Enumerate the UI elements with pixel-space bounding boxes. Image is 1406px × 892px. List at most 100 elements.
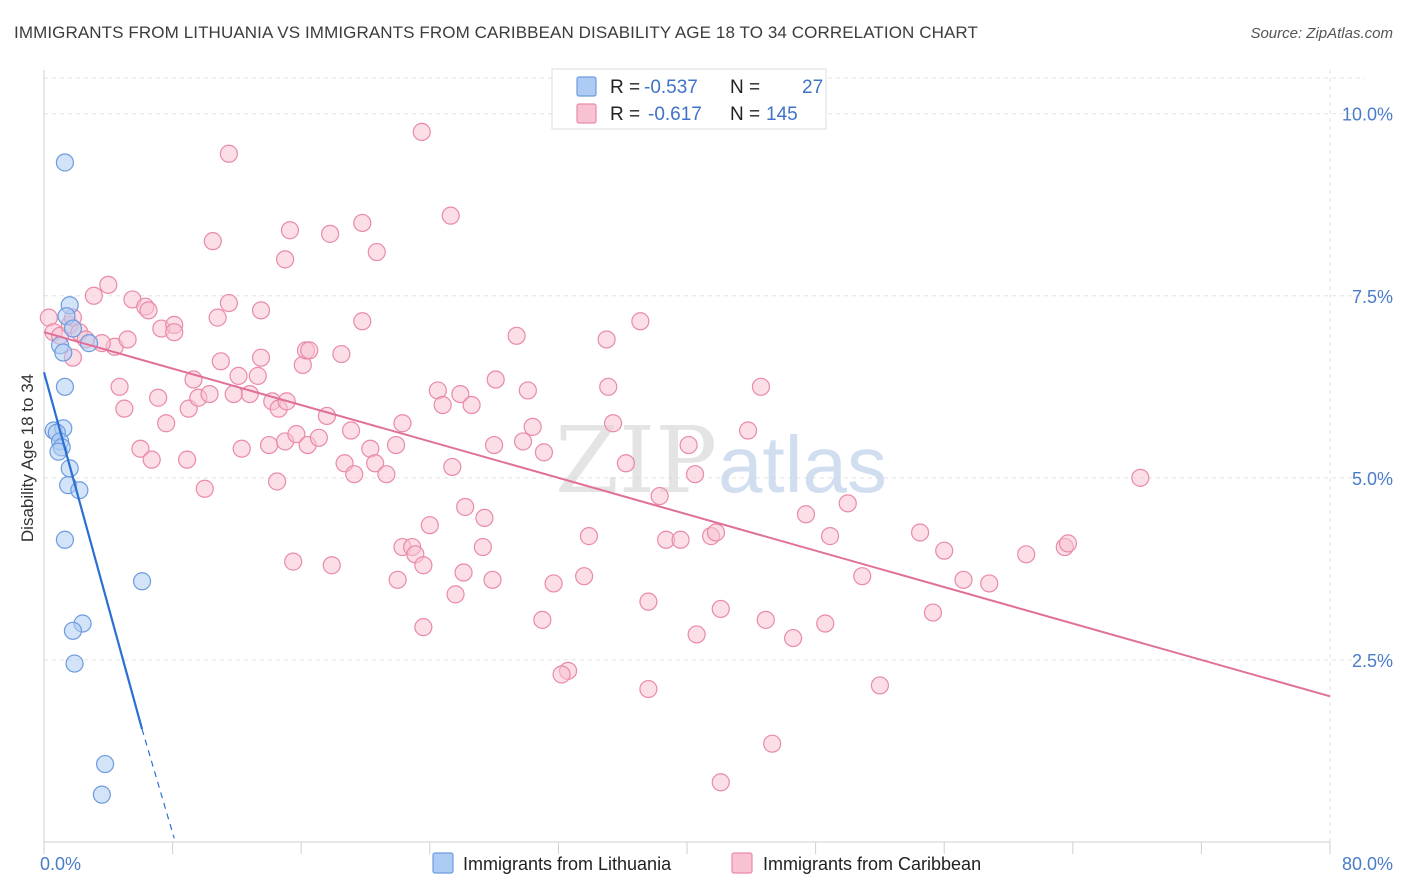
caribbean-point-104 — [631, 312, 650, 331]
caribbean-point-86 — [485, 435, 504, 455]
caribbean-point-138 — [353, 213, 372, 233]
caribbean-point-39 — [232, 439, 251, 458]
caribbean-point-41 — [177, 450, 197, 469]
caribbean-point-85 — [475, 508, 494, 528]
caribbean-point-107 — [671, 530, 690, 549]
series-legend-label-lithuania: Immigrants from Lithuania — [463, 854, 672, 874]
x-tick-labels: 0.0% 80.0% — [40, 854, 1393, 874]
caribbean-point-75 — [433, 395, 452, 415]
stats-n-label-1: N = — [730, 77, 760, 98]
caribbean-point-142 — [251, 301, 271, 320]
caribbean-point-96 — [575, 567, 594, 586]
caribbean-point-114 — [711, 773, 730, 792]
stats-r-label-2: R = — [610, 104, 640, 125]
caribbean-point-123 — [838, 494, 857, 513]
caribbean-point-57 — [332, 344, 351, 364]
caribbean-point-117 — [756, 610, 775, 629]
stats-r-value-1: -0.537 — [644, 77, 698, 98]
lithuania-point-16 — [70, 481, 89, 500]
lithuania-trend-line — [42, 371, 144, 730]
caribbean-point-28 — [203, 232, 222, 251]
caribbean-point-76 — [443, 457, 462, 477]
lithuania-trend-line-extension — [141, 728, 175, 839]
caribbean-point-103 — [639, 679, 658, 699]
caribbean-point-81 — [462, 395, 481, 415]
caribbean-point-125 — [870, 676, 890, 695]
caribbean-point-126 — [910, 523, 930, 542]
caribbean-point-61 — [353, 312, 372, 331]
caribbean-point-63 — [366, 454, 385, 473]
y-tick-label-1: 5.0% — [1352, 469, 1393, 489]
y-tick-labels: 2.5% 5.0% 7.5% 10.0% — [1342, 105, 1393, 671]
caribbean-point-140 — [276, 250, 295, 269]
caribbean-point-38 — [267, 472, 287, 491]
stats-r-value-2: -0.617 — [648, 104, 702, 125]
caribbean-point-34 — [251, 348, 271, 367]
caribbean-point-110 — [687, 625, 706, 644]
caribbean-point-100 — [599, 377, 618, 396]
caribbean-point-97 — [579, 527, 599, 546]
caribbean-point-98 — [597, 330, 616, 349]
caribbean-point-48 — [284, 552, 303, 571]
caribbean-point-92 — [533, 610, 552, 629]
caribbean-point-78 — [454, 563, 473, 582]
caribbean-point-29 — [219, 293, 238, 313]
caribbean-point-90 — [513, 432, 533, 451]
lithuania-point-18 — [132, 572, 152, 591]
series-legend-swatch-caribbean — [731, 852, 753, 874]
caribbean-point-131 — [1017, 545, 1036, 564]
caribbean-point-26 — [200, 384, 219, 404]
caribbean-point-59 — [341, 421, 361, 440]
caribbean-point-109 — [685, 465, 705, 484]
caribbean-point-124 — [853, 567, 872, 586]
caribbean-point-116 — [751, 377, 771, 396]
caribbean-point-33 — [248, 366, 267, 385]
caribbean-point-83 — [486, 370, 505, 389]
caribbean-point-113 — [711, 599, 730, 619]
x-tick-label-1: 80.0% — [1342, 854, 1393, 874]
caribbean-point-99 — [603, 414, 623, 433]
stats-n-value-2: 145 — [766, 104, 798, 125]
caribbean-point-56 — [322, 556, 341, 575]
watermark-zip: ZIP — [555, 407, 717, 514]
caribbean-point-21 — [149, 388, 168, 407]
caribbean-point-122 — [820, 527, 840, 546]
chart-title: IMMIGRANTS FROM LITHUANIA VS IMMIGRANTS … — [14, 23, 978, 42]
lithuania-point-6 — [54, 343, 73, 362]
lithuania-point-22 — [95, 754, 115, 774]
caribbean-point-93 — [544, 574, 563, 593]
caribbean-point-31 — [229, 366, 248, 385]
series-legend-swatch-lithuania — [432, 852, 454, 874]
caribbean-point-129 — [954, 570, 973, 589]
caribbean-point-101 — [616, 454, 636, 473]
lithuania-point-21 — [65, 654, 84, 673]
caribbean-point-71 — [414, 556, 433, 575]
caribbean-point-17 — [118, 330, 137, 349]
caribbean-point-65 — [386, 435, 406, 455]
caribbean-point-27 — [208, 308, 227, 327]
stats-r-label-1: R = — [610, 77, 640, 98]
caribbean-point-60 — [345, 465, 364, 484]
caribbean-point-119 — [783, 628, 803, 648]
lithuania-point-13 — [49, 442, 68, 461]
lithuania-point-20 — [63, 621, 83, 640]
caribbean-point-84 — [473, 537, 492, 557]
series-legend-label-caribbean: Immigrants from Caribbean — [763, 854, 981, 874]
caribbean-point-133 — [1058, 534, 1078, 553]
y-tick-label-3: 10.0% — [1342, 105, 1393, 125]
caribbean-point-8 — [84, 286, 103, 305]
caribbean-point-53 — [300, 341, 319, 360]
caribbean-point-30 — [211, 352, 230, 371]
caribbean-point-22 — [157, 414, 176, 433]
caribbean-point-89 — [523, 417, 542, 436]
chart-source: Source: ZipAtlas.com — [1250, 25, 1393, 42]
lithuania-point-0 — [55, 153, 74, 172]
caribbean-point-42 — [131, 439, 150, 458]
stats-n-label-2: N = — [730, 104, 760, 125]
caribbean-point-9 — [99, 275, 118, 294]
caribbean-point-66 — [393, 414, 412, 433]
caribbean-point-130 — [980, 574, 999, 593]
caribbean-point-80 — [451, 384, 470, 404]
caribbean-points — [39, 122, 1150, 792]
caribbean-point-15 — [165, 323, 184, 342]
